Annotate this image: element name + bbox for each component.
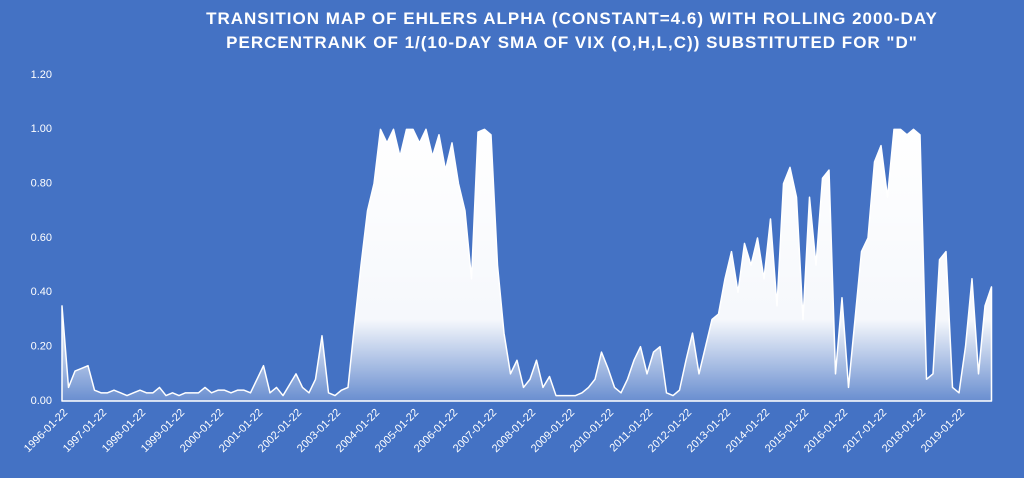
- y-tick-label: 1.00: [31, 123, 52, 135]
- chart-title: TRANSITION MAP OF EHLERS ALPHA (CONSTANT…: [206, 9, 938, 28]
- y-tick-label: 1.20: [31, 69, 52, 81]
- area: [61, 128, 993, 402]
- y-tick-label: 0.20: [31, 341, 52, 353]
- y-tick-label: 0.60: [31, 232, 52, 244]
- y-tick-label: 0.00: [31, 395, 52, 407]
- y-tick-label: 0.80: [31, 178, 52, 190]
- chart-title: PERCENTRANK OF 1/(10-DAY SMA OF VIX (O,H…: [226, 33, 918, 52]
- y-tick-label: 0.40: [31, 286, 52, 298]
